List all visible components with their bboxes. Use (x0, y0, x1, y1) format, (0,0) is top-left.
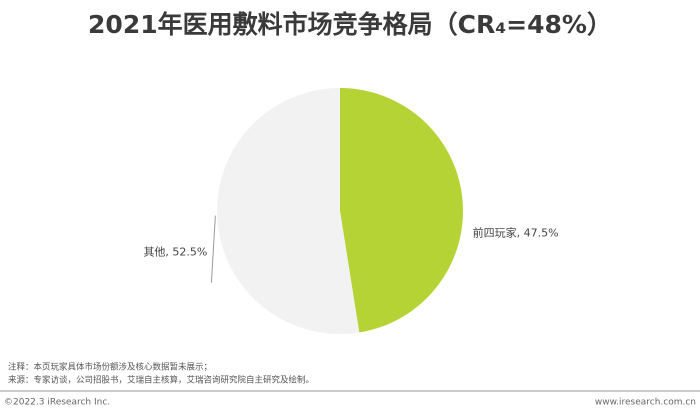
chart-title: 2021年医用敷料市场竞争格局（CR₄=48%） (88, 10, 612, 39)
pie-slice (340, 88, 463, 333)
copyright: ©2022.3 iResearch Inc. (4, 398, 110, 408)
data-label: 其他, 52.5% (143, 246, 207, 259)
source: 来源：专家访谈，公司招股书，艾瑞自主核算，艾瑞咨询研究院自主研究及绘制。 (8, 375, 314, 386)
note: 注释：本页玩家具体市场份额涉及核心数据暂未展示； (8, 362, 212, 373)
website: www.iresearch.com.cn (595, 398, 696, 408)
data-label: 前四玩家, 47.5% (473, 225, 559, 239)
leader-line (210, 215, 216, 283)
pie-slice (216, 88, 360, 335)
